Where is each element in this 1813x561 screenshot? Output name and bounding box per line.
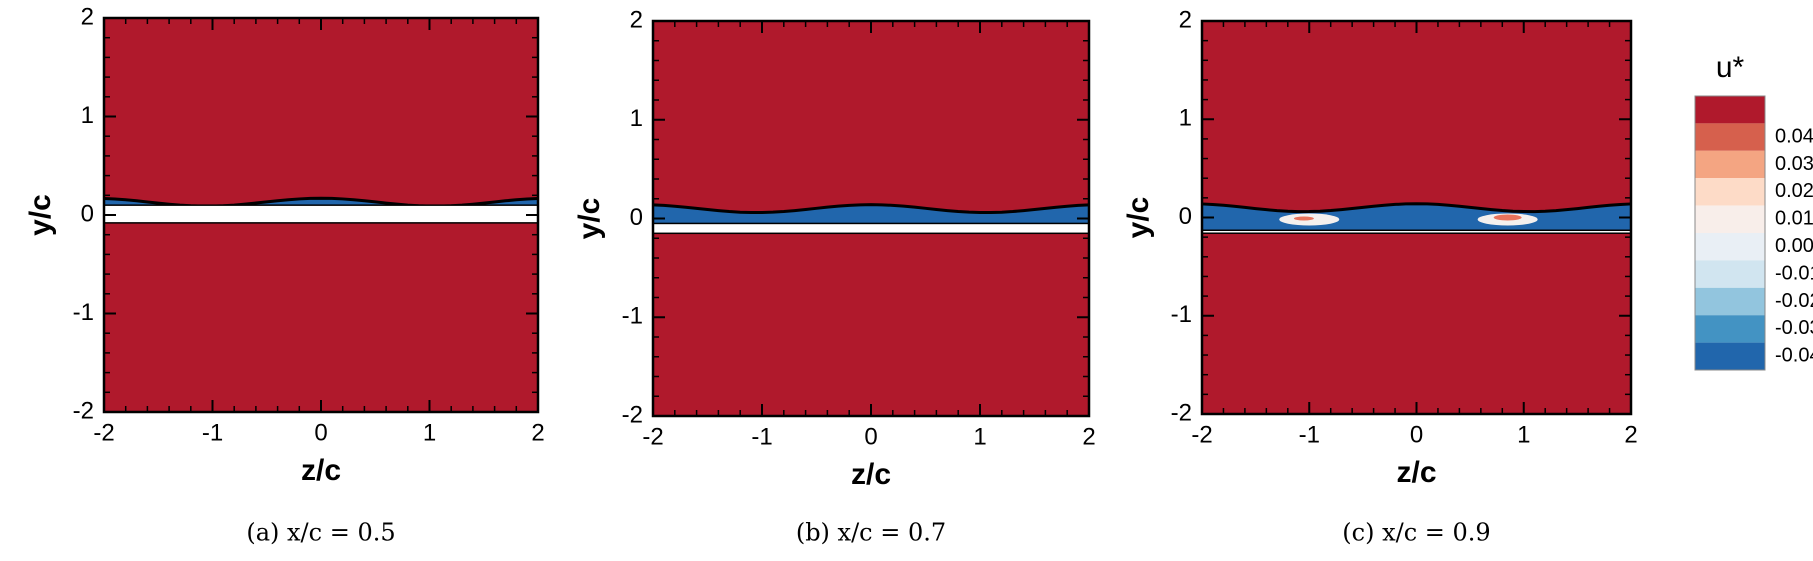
positive-region — [1293, 216, 1314, 221]
caption: (b) x/c = 0.7 — [796, 519, 946, 547]
colorbar-level — [1695, 150, 1765, 179]
x-tick-label: -2 — [1191, 421, 1212, 448]
y-tick-label: 1 — [1179, 105, 1192, 132]
x-tick-label: 2 — [1624, 421, 1637, 448]
colorbar-level — [1695, 260, 1765, 288]
x-tick-label: -2 — [642, 423, 663, 450]
colorbar-level — [1695, 178, 1765, 206]
y-tick-label: 2 — [630, 6, 643, 33]
x-axis-label: z/c — [851, 458, 891, 491]
x-tick-label: 2 — [1082, 423, 1095, 450]
colorbar-frame — [1694, 95, 1766, 371]
y-tick-label: -2 — [73, 397, 94, 424]
low-velocity-region — [104, 198, 538, 207]
y-axis-label: y/c — [1122, 197, 1155, 239]
x-tick-label: -1 — [202, 419, 223, 446]
y-tick-label: -2 — [622, 401, 643, 428]
y-tick-label: 0 — [630, 204, 643, 231]
colorbar-label: -0.01 — [1775, 262, 1813, 284]
colorbar-level — [1695, 287, 1765, 316]
y-tick-label: 0 — [1179, 203, 1192, 230]
y-tick-label: 1 — [81, 102, 94, 129]
colorbar-label: -0.02 — [1775, 290, 1813, 312]
wall-gap — [103, 204, 539, 224]
caption: (c) x/c = 0.9 — [1342, 519, 1490, 547]
colorbar-label: -0.04 — [1775, 345, 1813, 367]
caption: (a) x/c = 0.5 — [246, 519, 395, 547]
colorbar-level — [1695, 96, 1765, 124]
colorbar-level — [1695, 205, 1765, 233]
x-tick-label: 1 — [973, 423, 986, 450]
colorbar-title: u* — [1716, 51, 1745, 84]
x-axis-label: z/c — [301, 454, 341, 487]
y-tick-label: 1 — [630, 105, 643, 132]
colorbar-label: 0.03 — [1775, 153, 1813, 175]
contour-line — [652, 203, 1090, 215]
x-tick-label: -1 — [1299, 421, 1320, 448]
x-tick-label: 2 — [531, 419, 544, 446]
x-tick-label: 1 — [1517, 421, 1530, 448]
colorbar-label: 0.02 — [1775, 180, 1813, 202]
colorbar-level — [1695, 342, 1765, 370]
x-tick-label: 1 — [423, 419, 436, 446]
x-tick-label: 0 — [864, 423, 877, 450]
y-tick-label: -1 — [622, 303, 643, 330]
x-tick-label: -1 — [751, 423, 772, 450]
y-tick-label: -1 — [1171, 301, 1192, 328]
y-axis-label: y/c — [573, 198, 606, 240]
low-velocity-region — [653, 204, 1089, 224]
colorbar-level — [1695, 315, 1765, 343]
colorbar-label: 0.00 — [1775, 235, 1813, 257]
wall-gap — [652, 222, 1090, 235]
y-tick-label: 2 — [1179, 6, 1192, 33]
wall-gap — [1201, 229, 1632, 234]
colorbar-level — [1695, 233, 1765, 261]
colorbar-label: 0.01 — [1775, 208, 1813, 230]
y-tick-label: -2 — [1171, 399, 1192, 426]
y-tick-label: 2 — [81, 3, 94, 30]
contour-line — [1201, 202, 1632, 214]
colorbar-label: -0.03 — [1775, 317, 1813, 339]
x-tick-label: 0 — [314, 419, 327, 446]
colorbar-label: 0.04 — [1775, 125, 1813, 147]
y-tick-label: 0 — [81, 200, 94, 227]
positive-region — [1493, 214, 1522, 221]
x-tick-label: -2 — [93, 419, 114, 446]
colorbar-level — [1695, 123, 1765, 151]
x-tick-label: 0 — [1410, 421, 1423, 448]
y-axis-label: y/c — [24, 194, 57, 236]
x-axis-label: z/c — [1396, 456, 1436, 489]
y-tick-label: -1 — [73, 299, 94, 326]
